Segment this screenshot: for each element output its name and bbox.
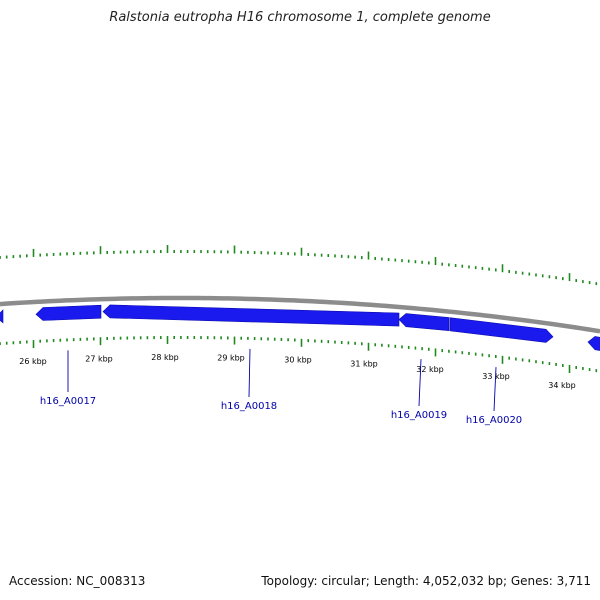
gene-arrow bbox=[0, 309, 4, 324]
gene-arrow bbox=[102, 304, 400, 327]
gene-label-leader bbox=[493, 367, 497, 412]
kbp-tick-label: 31 kbp bbox=[350, 359, 378, 368]
gene-label: h16_A0020 bbox=[466, 415, 522, 426]
kbp-tick-label: 27 kbp bbox=[85, 354, 113, 363]
kbp-tick-label: 29 kbp bbox=[217, 353, 245, 362]
backbone-arc bbox=[0, 295, 600, 334]
kbp-tick-label: 32 kbp bbox=[416, 365, 444, 374]
map-title: Ralstonia eutropha H16 chromosome 1, com… bbox=[109, 10, 491, 25]
kbp-tick-label: 28 kbp bbox=[151, 353, 179, 362]
genome-summary-text: Topology: circular; Length: 4,052,032 bp… bbox=[261, 574, 591, 588]
gene-label: h16_A0019 bbox=[391, 410, 447, 421]
accession-text: Accession: NC_008313 bbox=[9, 574, 146, 588]
gene-label: h16_A0018 bbox=[221, 401, 277, 412]
gene-label-leader bbox=[418, 359, 422, 407]
gene-label-leader bbox=[248, 348, 251, 398]
gene-label: h16_A0017 bbox=[40, 396, 96, 407]
gene-arrow bbox=[587, 336, 600, 351]
gene-arrow bbox=[449, 317, 554, 343]
gene-arrow bbox=[35, 304, 102, 321]
kbp-tick-label: 30 kbp bbox=[284, 356, 312, 365]
kbp-tick-label: 26 kbp bbox=[19, 357, 47, 366]
kbp-tick-label: 34 kbp bbox=[548, 381, 576, 390]
gene-arrow bbox=[398, 313, 450, 332]
